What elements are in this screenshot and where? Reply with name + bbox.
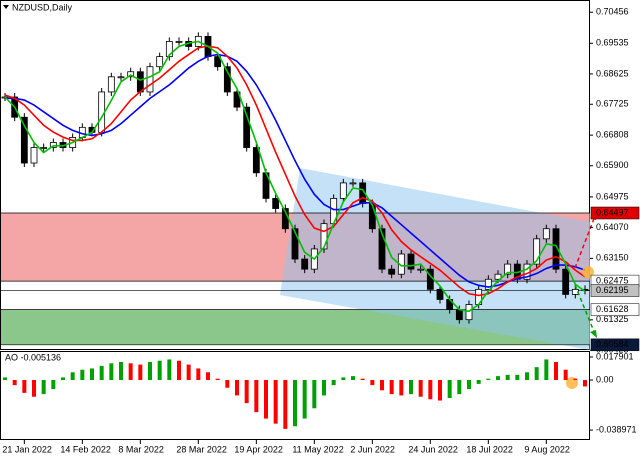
level-box	[590, 338, 640, 352]
moving-average	[4, 40, 586, 313]
x-tick-label: 24 Jun 2022	[408, 444, 458, 454]
y-tick-label: -0.038971	[596, 424, 637, 434]
x-tick-label: 11 May 2022	[292, 444, 343, 454]
candle-body	[552, 228, 560, 270]
level-label: 0.60584	[596, 339, 629, 349]
candle-body	[378, 228, 386, 270]
x-tick-label: 19 Apr 2022	[234, 444, 283, 454]
ao-title: AO -0.005136	[5, 352, 61, 362]
ao-panel	[0, 351, 590, 440]
x-tick-label: 18 Jul 2022	[466, 444, 513, 454]
y-tick-label: 0.65900	[596, 160, 629, 170]
y-tick-label: 0.64070	[596, 222, 629, 232]
level-label: 0.62195	[596, 285, 629, 295]
y-tick-label: 0.67725	[596, 99, 629, 109]
y-tick-label: 0.70456	[596, 7, 629, 17]
candle-body	[339, 182, 347, 199]
candle-body	[165, 41, 173, 57]
y-tick-label: 0.66808	[596, 130, 629, 140]
candle-body	[542, 228, 550, 240]
candle-body	[30, 147, 38, 164]
candle-body	[223, 66, 231, 93]
candle-body	[252, 147, 260, 174]
candle-body	[272, 198, 280, 209]
candle-body	[136, 71, 144, 93]
x-tick-label: 9 Aug 2022	[524, 444, 570, 454]
candle-body	[533, 238, 541, 265]
y-tick-label: 0.64975	[596, 191, 629, 201]
x-tick-label: 8 Mar 2022	[118, 444, 164, 454]
y-tick-label: 0.017901	[596, 351, 634, 361]
candle-body	[146, 66, 154, 93]
trend-channel	[280, 168, 590, 350]
candle-body	[40, 147, 48, 149]
y-tick-label: 0.68625	[596, 68, 629, 78]
candle-body	[20, 116, 28, 164]
candle-body	[117, 76, 125, 79]
y-tick-label: 0.61325	[596, 314, 629, 324]
candle-body	[436, 288, 444, 300]
level-label: 0.62475	[596, 275, 629, 285]
moving-average	[5, 53, 586, 288]
candle-body	[49, 142, 57, 148]
candle-body	[504, 263, 512, 275]
chart-title: NZDUSD,Daily	[12, 2, 73, 12]
candle-body	[484, 278, 492, 290]
candle-body	[107, 76, 115, 93]
level-label: 0.61628	[596, 304, 629, 314]
candle-body	[562, 268, 570, 295]
up-arrow	[574, 215, 596, 269]
candle-body	[243, 106, 251, 148]
candle-body	[494, 273, 502, 280]
candle-body	[175, 41, 183, 43]
level-label: 0.64497	[596, 207, 629, 217]
candle-body	[455, 309, 463, 321]
down-arrow	[574, 284, 596, 335]
moving-average	[4, 45, 586, 297]
candle-body	[320, 223, 328, 250]
x-tick-label: 2 Jun 2022	[350, 444, 395, 454]
candle-body	[291, 228, 299, 260]
candle-body	[214, 56, 222, 68]
candle-body	[388, 268, 396, 275]
level-box	[590, 284, 640, 297]
menu-icon	[3, 5, 9, 9]
candle-body	[417, 268, 425, 271]
level-box	[590, 303, 640, 316]
x-tick-label: 14 Feb 2022	[60, 444, 111, 454]
candle-body	[349, 182, 357, 185]
level-box	[590, 206, 640, 220]
candle-body	[301, 258, 309, 270]
candle-body	[465, 304, 473, 321]
x-tick-label: 28 Mar 2022	[176, 444, 227, 454]
y-tick-label: 0.69535	[596, 38, 629, 48]
candle-body	[407, 253, 415, 270]
candle-body	[233, 91, 241, 108]
x-tick-label: 21 Jan 2022	[2, 444, 52, 454]
down-arrow-head	[590, 330, 597, 338]
main-panel	[0, 0, 590, 350]
y-tick-label: 0.00	[596, 374, 614, 384]
y-tick-label: 0.63150	[596, 253, 629, 263]
candle-body	[156, 56, 164, 68]
